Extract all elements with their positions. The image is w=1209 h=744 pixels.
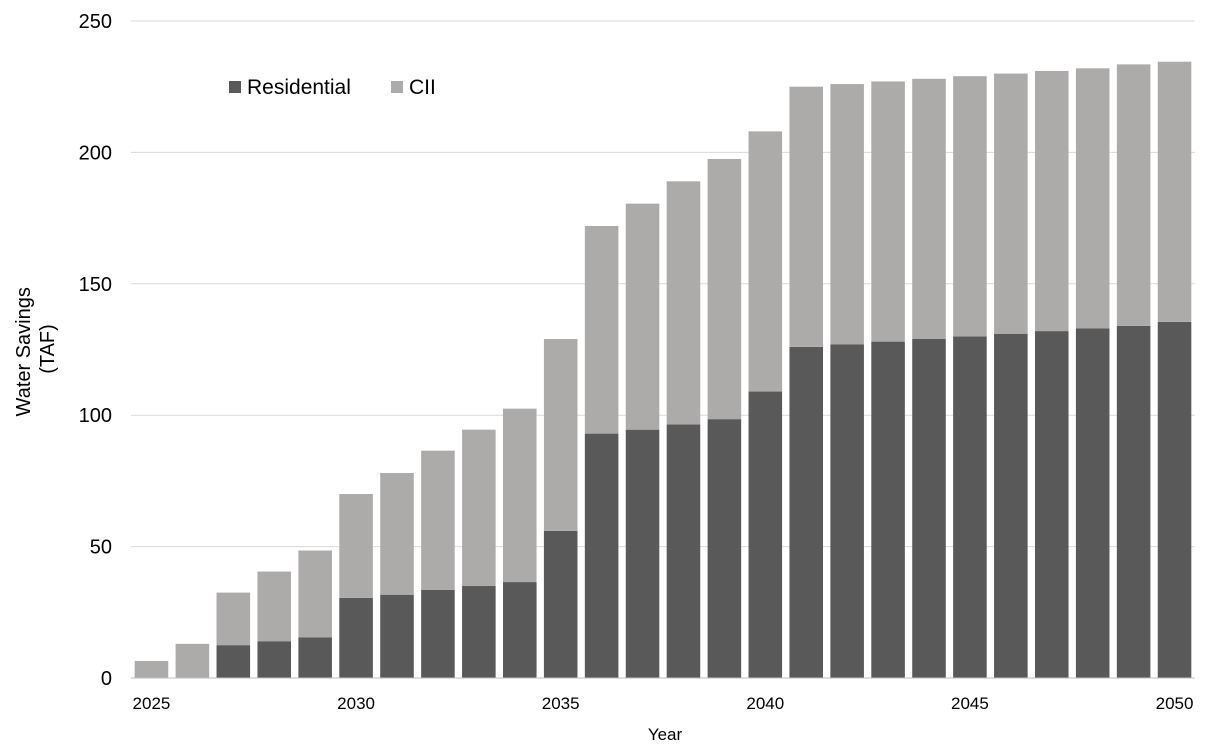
bar-residential-2036 [584, 433, 619, 678]
y-tick-label: 50 [90, 537, 112, 559]
bar-cii-2040 [748, 131, 783, 392]
bar-cii-2032 [421, 450, 455, 590]
x-axis-label: Year [648, 725, 683, 744]
bar-cii-2034 [502, 408, 537, 583]
bar-cii-2041 [789, 86, 824, 347]
bar-residential-2040 [748, 391, 783, 678]
bar-cii-2042 [830, 84, 864, 345]
bar-residential-2041 [789, 346, 824, 678]
bar-cii-2029 [298, 550, 332, 638]
legend-swatch-residential [229, 81, 241, 93]
bar-cii-2036 [584, 225, 619, 434]
bar-residential-2037 [625, 429, 660, 678]
y-tick-label: 150 [79, 274, 112, 296]
y-axis-ticks: 0 50 100 150 200 250 [79, 11, 112, 690]
x-tick-label: 2035 [542, 694, 580, 713]
y-tick-label: 200 [79, 142, 112, 164]
y-tick-label: 0 [101, 668, 112, 690]
bar-residential-2045 [953, 336, 987, 678]
bar-residential-2028 [257, 641, 292, 678]
bar-cii-2033 [462, 429, 496, 587]
bar-cii-2048 [1075, 68, 1110, 329]
x-tick-label: 2040 [746, 694, 784, 713]
bar-cii-2038 [666, 181, 701, 425]
bar-residential-2033 [462, 586, 496, 678]
bars [134, 61, 1192, 678]
bar-cii-2027 [216, 592, 251, 646]
bar-residential-2050 [1157, 321, 1192, 678]
bar-residential-2049 [1116, 325, 1151, 678]
bar-cii-2050 [1157, 61, 1192, 322]
bar-cii-2039 [707, 158, 742, 420]
bar-residential-2027 [216, 645, 251, 678]
bar-cii-2030 [339, 494, 373, 598]
bar-residential-2042 [830, 344, 864, 678]
x-axis-ticks: 2025 2030 2035 2040 2045 2050 [133, 694, 1194, 713]
bar-cii-2035 [543, 338, 578, 531]
bar-cii-2028 [257, 571, 292, 642]
bar-cii-2045 [953, 76, 987, 337]
bar-residential-2031 [380, 594, 414, 678]
bar-cii-2031 [380, 473, 414, 595]
bar-residential-2035 [543, 530, 578, 678]
bar-residential-2043 [871, 341, 905, 678]
bar-cii-2037 [625, 203, 660, 430]
x-tick-label: 2030 [337, 694, 375, 713]
bar-residential-2034 [502, 582, 537, 678]
bar-residential-2044 [912, 338, 946, 678]
bar-residential-2046 [994, 333, 1028, 678]
y-axis-label: Water Savings (TAF) [13, 282, 59, 417]
bar-residential-2047 [1034, 331, 1069, 678]
bar-residential-2048 [1075, 328, 1110, 678]
bar-cii-2025 [134, 660, 169, 678]
bar-residential-2032 [421, 589, 455, 678]
x-tick-label: 2025 [133, 694, 171, 713]
bar-residential-2038 [666, 424, 701, 678]
bar-cii-2047 [1034, 70, 1069, 332]
y-axis-label-line-1: Water Savings [13, 287, 35, 416]
x-tick-label: 2050 [1156, 694, 1194, 713]
x-tick-label: 2045 [951, 694, 989, 713]
legend: Residential CII [229, 76, 436, 99]
y-tick-label: 250 [79, 11, 112, 33]
bar-cii-2026 [175, 643, 210, 678]
bar-cii-2046 [994, 73, 1028, 334]
y-tick-label: 100 [79, 405, 112, 427]
legend-label-residential: Residential [247, 76, 351, 99]
bar-cii-2043 [871, 81, 905, 342]
y-axis-label-line-2: (TAF) [37, 324, 59, 374]
legend-label-cii: CII [409, 76, 436, 99]
bar-cii-2049 [1116, 64, 1151, 326]
legend-swatch-cii [391, 81, 403, 93]
bar-cii-2044 [912, 78, 946, 339]
bar-residential-2030 [339, 597, 373, 678]
bar-residential-2029 [298, 637, 332, 678]
bar-residential-2039 [707, 419, 742, 678]
